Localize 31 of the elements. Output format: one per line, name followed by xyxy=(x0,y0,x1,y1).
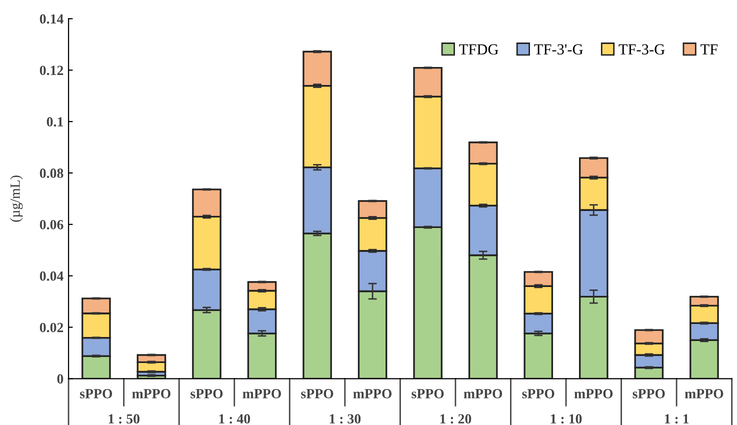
y-tick-label: 0.06 xyxy=(40,220,64,230)
text: 1 : 1 xyxy=(664,414,689,424)
text: 1 : 50 xyxy=(108,414,140,424)
y-tick-label: 0.08 xyxy=(40,168,64,178)
y-axis-title: (µg/mL) xyxy=(10,176,23,222)
x-tick-label: sPPO xyxy=(190,389,223,398)
y-tick-label: 0.1 xyxy=(46,117,63,127)
x-tick-label: sPPO xyxy=(522,389,554,398)
text: 1 : 20 xyxy=(440,414,472,424)
legend-label: TFDG xyxy=(459,44,498,55)
x-tick-label: sPPO xyxy=(301,389,334,398)
y-tick-label: 0.12 xyxy=(40,66,64,76)
text: 1 : 40 xyxy=(219,414,250,424)
y-tick-label: 0.14 xyxy=(40,14,64,24)
text: 1 : 10 xyxy=(550,414,582,424)
y-tick-label: 0.04 xyxy=(40,271,64,281)
x-tick-label: mPPO xyxy=(684,389,724,398)
legend-label: TF-3-G xyxy=(618,44,665,55)
x-tick-label: sPPO xyxy=(412,389,444,398)
x-tick-label: mPPO xyxy=(464,389,502,398)
x-tick-label: mPPO xyxy=(132,389,170,398)
y-tick-label: 0.02 xyxy=(40,322,64,332)
legend-label: TF-3'-G xyxy=(534,44,583,55)
x-tick-label: mPPO xyxy=(353,389,392,398)
x-tick-label: mPPO xyxy=(574,389,613,398)
y-tick-label: 0 xyxy=(57,374,64,384)
text: 1 : 30 xyxy=(330,414,361,424)
x-tick-label: sPPO xyxy=(632,389,665,398)
x-tick-label: mPPO xyxy=(242,389,281,398)
x-tick-label: sPPO xyxy=(80,389,112,398)
legend-label: TF xyxy=(700,44,718,54)
